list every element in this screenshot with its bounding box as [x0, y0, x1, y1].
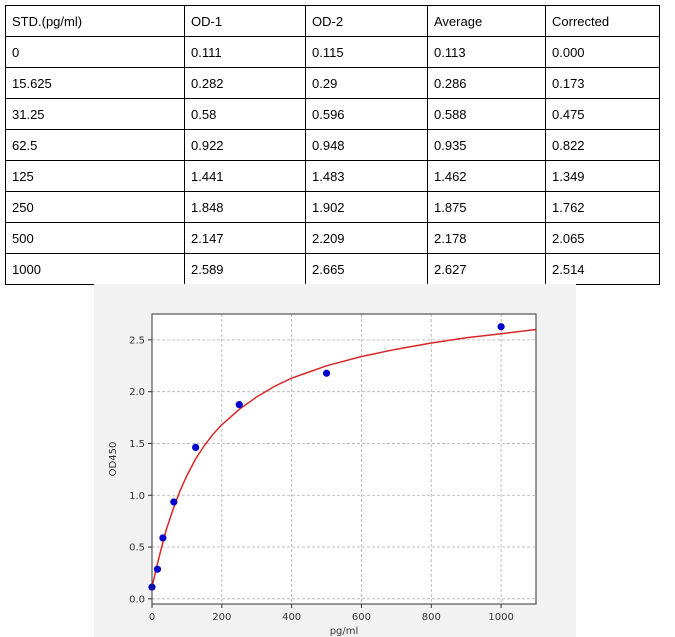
- cell-corrected: 2.065: [545, 222, 660, 254]
- standard-curve-chart: 0 200 400 600 800 1000 0.0 0.5 1.0 1.5 2.0 2.5 pg/m…: [94, 284, 576, 637]
- data-point: [322, 369, 331, 377]
- x-tick-label: 1000: [488, 612, 513, 623]
- table-row: 500 2.147 2.209 2.178 2.065: [5, 222, 660, 254]
- cell-average: 0.113: [427, 36, 546, 68]
- data-point: [192, 443, 200, 451]
- cell-od1: 0.922: [184, 129, 306, 161]
- header-od1: OD-1: [184, 5, 306, 37]
- cell-average: 0.588: [427, 98, 546, 130]
- cell-od2: 2.665: [305, 253, 428, 285]
- cell-corrected: 1.349: [545, 160, 660, 192]
- table-row: 0 0.111 0.115 0.113 0.000: [5, 36, 660, 68]
- y-tick-label: 2.5: [129, 335, 145, 346]
- y-tick-label: 1.0: [129, 491, 145, 502]
- cell-od1: 1.848: [184, 191, 306, 223]
- x-tick-label: 600: [352, 612, 371, 623]
- cell-od1: 0.58: [184, 98, 306, 130]
- cell-corrected: 0.173: [545, 67, 660, 99]
- fit-curve-layer: [151, 328, 537, 588]
- cell-corrected: 1.762: [545, 191, 660, 223]
- cell-od2: 0.115: [305, 36, 428, 68]
- y-axis-label: OD450: [108, 442, 119, 477]
- data-point: [153, 565, 162, 573]
- cell-std: 1000: [5, 253, 185, 285]
- cell-od2: 2.209: [305, 222, 428, 254]
- plot-background: [152, 314, 536, 604]
- table-row: 15.625 0.282 0.29 0.286 0.173: [5, 67, 660, 99]
- x-tick-label: 0: [149, 612, 155, 623]
- cell-od1: 0.282: [184, 67, 306, 99]
- data-point: [159, 534, 167, 542]
- cell-corrected: 0.475: [545, 98, 660, 130]
- header-std: STD.(pg/ml): [5, 5, 185, 37]
- standard-curve-table: STD.(pg/ml) OD-1 OD-2 Average Corrected …: [5, 5, 660, 285]
- cell-average: 1.875: [427, 191, 546, 223]
- y-tick-label: 1.5: [129, 439, 145, 450]
- header-corrected: Corrected: [545, 5, 660, 37]
- cell-average: 2.627: [427, 253, 546, 285]
- cell-od1: 2.147: [184, 222, 306, 254]
- y-tick-label: 0.5: [129, 543, 145, 554]
- cell-od2: 1.483: [305, 160, 428, 192]
- table-row: 1000 2.589 2.665 2.627 2.514: [5, 253, 660, 285]
- cell-od1: 2.589: [184, 253, 306, 285]
- header-average: Average: [427, 5, 546, 37]
- table-header-row: STD.(pg/ml) OD-1 OD-2 Average Corrected: [5, 5, 660, 37]
- cell-std: 125: [5, 160, 185, 192]
- cell-od2: 0.29: [305, 67, 428, 99]
- data-point: [497, 323, 505, 331]
- cell-od2: 1.902: [305, 191, 428, 223]
- cell-std: 250: [5, 191, 185, 223]
- y-tick-label: 2.0: [129, 387, 145, 398]
- cell-average: 2.178: [427, 222, 546, 254]
- cell-std: 500: [5, 222, 185, 254]
- axis-ticks: 0 200 400 600 800 1000 0.0 0.5 1.0 1.5 2.0 2.5: [129, 335, 514, 623]
- table-row: 62.5 0.922 0.948 0.935 0.822: [5, 129, 660, 161]
- x-tick-label: 800: [422, 612, 441, 623]
- cell-std: 62.5: [5, 129, 185, 161]
- data-point: [235, 401, 243, 409]
- table-row: 31.25 0.58 0.596 0.588 0.475: [5, 98, 660, 130]
- cell-od2: 0.948: [305, 129, 428, 161]
- y-tick-label: 0.0: [129, 594, 145, 605]
- cell-std: 31.25: [5, 98, 185, 130]
- cell-average: 0.286: [427, 67, 546, 99]
- cell-std: 0: [5, 36, 185, 68]
- chart-svg: 0 200 400 600 800 1000 0.0 0.5 1.0 1.5 2.0 2.5 pg/m…: [108, 313, 537, 637]
- data-points-layer: [148, 323, 505, 591]
- cell-od2: 0.596: [305, 98, 428, 130]
- cell-od1: 1.441: [184, 160, 306, 192]
- cell-std: 15.625: [5, 67, 185, 99]
- cell-corrected: 2.514: [545, 253, 660, 285]
- grid-lines: [151, 314, 536, 604]
- header-od2: OD-2: [305, 5, 428, 37]
- x-tick-label: 400: [282, 612, 301, 623]
- plot-frame: [151, 313, 537, 605]
- data-point: [170, 498, 178, 506]
- cell-corrected: 0.000: [545, 36, 660, 68]
- cell-od1: 0.111: [184, 36, 306, 68]
- cell-average: 0.935: [427, 129, 546, 161]
- fit-curve-line: [151, 328, 537, 588]
- cell-average: 1.462: [427, 160, 546, 192]
- table-row: 250 1.848 1.902 1.875 1.762: [5, 191, 660, 223]
- table-row: 125 1.441 1.483 1.462 1.349: [5, 160, 660, 192]
- cell-corrected: 0.822: [545, 129, 660, 161]
- x-tick-label: 200: [212, 612, 231, 623]
- x-axis-label: pg/ml: [330, 626, 359, 637]
